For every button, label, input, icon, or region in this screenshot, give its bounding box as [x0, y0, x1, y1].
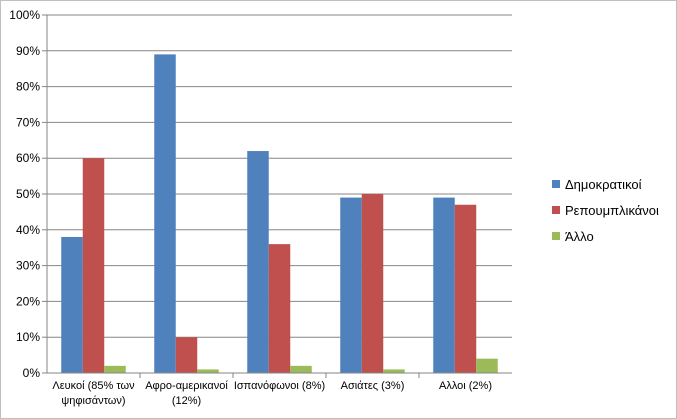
legend-swatch	[552, 232, 560, 240]
y-tick-label: 30%	[16, 259, 40, 273]
y-tick-label: 80%	[16, 80, 40, 94]
x-tick-label: Λευκοί (85% των ψηφισάντων)	[52, 380, 135, 407]
x-tick-label-line: Ασιάτες (3%)	[341, 380, 405, 392]
bar	[154, 54, 176, 373]
y-tick-label: 40%	[16, 223, 40, 237]
bar	[82, 158, 105, 373]
x-tick-label-line: Αλλοι (2%)	[439, 380, 492, 392]
bar	[433, 197, 455, 373]
bar	[361, 194, 384, 373]
bar	[476, 358, 498, 373]
x-tick-label-line: ψηφισάντων)	[61, 395, 125, 407]
y-tick-label: 90%	[16, 44, 40, 58]
legend-label: Δημοκρατικοί	[565, 177, 642, 192]
y-tick-label: 70%	[16, 115, 40, 129]
y-tick-label: 20%	[16, 294, 40, 308]
bar	[340, 197, 362, 373]
legend: Δημοκρατικοί Ρεπουμπλικάνοι Άλλο	[552, 177, 659, 244]
y-tick-label: 50%	[16, 187, 40, 201]
x-tick-label-line: Αφρο-αμερικανοί	[145, 380, 228, 392]
legend-label: Άλλο	[565, 229, 594, 244]
y-tick-label: 100%	[9, 8, 40, 22]
legend-swatch	[552, 206, 560, 214]
axes: 0% 10% 20% 30% 40% 50% 60% 70% 80% 90% 100% Λευκοί …	[9, 8, 512, 407]
x-tick-label-line: Λευκοί (85% των	[52, 380, 135, 392]
x-tick-label: Ισπανόφωνοι (8%)	[234, 380, 325, 392]
bar	[175, 337, 198, 373]
x-tick-label-line: (12%)	[172, 395, 201, 407]
bar	[104, 365, 126, 373]
bar	[268, 244, 291, 373]
bars	[61, 54, 498, 373]
y-tick-label: 60%	[16, 151, 40, 165]
x-tick-label: Ασιάτες (3%)	[341, 380, 405, 392]
y-tick-label: 0%	[23, 366, 41, 380]
bar	[454, 204, 477, 373]
x-tick-label: Αλλοι (2%)	[439, 380, 492, 392]
bar	[383, 369, 405, 373]
legend-label: Ρεπουμπλικάνοι	[565, 203, 659, 218]
y-tick-label: 10%	[16, 330, 40, 344]
bar	[61, 236, 83, 373]
x-tick-label: Αφρο-αμερικανοί (12%)	[145, 380, 228, 407]
x-tick-label-line: Ισπανόφωνοι (8%)	[234, 380, 325, 392]
bar	[247, 151, 269, 373]
legend-swatch	[552, 180, 560, 188]
bar	[290, 365, 312, 373]
bar	[197, 369, 219, 373]
